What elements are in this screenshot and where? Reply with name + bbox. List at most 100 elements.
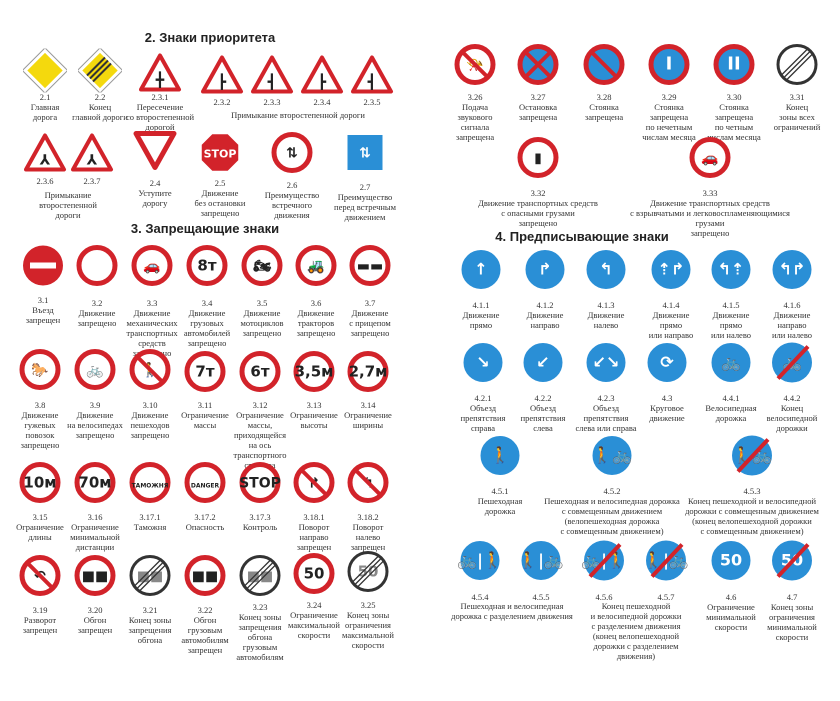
svg-text:┣: ┣ [318, 73, 327, 91]
sign-caption-3-14: 3.14 Ограничение ширины [323, 400, 413, 430]
sign-name: Движение гужевых повозок запрещено [20, 410, 60, 450]
road-sign-3-19-icon: ↶ [18, 554, 62, 603]
sign-caption-4-4-1: 4.4.1 Велосипедная дорожка [686, 393, 776, 423]
road-sign-3-27-icon [516, 43, 560, 92]
road-sign-2-3-5-icon: ┫ [350, 54, 394, 103]
sign-caption-3-23: 3.23 Конец зоны запрещения обгона грузовы… [215, 602, 305, 662]
svg-text:STOP: STOP [204, 148, 237, 161]
road-sign-4-7-icon: 50 [770, 539, 814, 588]
sign-code: 2.7 [359, 182, 371, 192]
road-sign-2-5-icon: STOP [198, 131, 242, 180]
road-sign-4-5-2-icon: 🚶🚲 [590, 434, 634, 483]
sign-code: 2.3.5 [363, 97, 381, 107]
sign-code: 3.32 [530, 188, 546, 198]
sign-name: Конец зоны ограничения минимальной скоро… [767, 602, 817, 642]
sign-caption-3-17-3: 3.17.3 Контроль [215, 512, 305, 532]
sign-caption-4-1-6: 4.1.6 Движение направо или налево [747, 300, 837, 340]
sign-name: Движение мотоциклов запрещено [240, 308, 284, 338]
road-sign-3-29-icon: I [647, 43, 691, 92]
sign-caption-4-1-5: 4.1.5 Движение прямо или налево [686, 300, 776, 340]
sign-code: 3.16 [87, 512, 103, 522]
sign-code: 3.12 [252, 400, 268, 410]
svg-text:■■: ■■ [137, 569, 163, 585]
sign-caption-4-3: 4.3 Круговое движение [622, 393, 712, 423]
svg-text:╋: ╋ [155, 71, 165, 89]
sign-caption-4-4-2: 4.4.2 Конец велосипедной дорожки [747, 393, 837, 433]
svg-text:🚶🚲: 🚶🚲 [592, 446, 632, 465]
svg-text:7т: 7т [195, 363, 214, 381]
sign-name: Конец зоны запрещения обгона грузовым ав… [236, 612, 284, 662]
svg-text:↰⇡: ↰⇡ [718, 260, 745, 279]
sign-caption-4-1-3: 4.1.3 Движение налево [561, 300, 651, 330]
svg-text:⅄: ⅄ [87, 153, 98, 169]
road-sign-4-1-4-icon: ⇡↱ [649, 248, 693, 297]
road-sign-3-23-icon: ■■ [238, 554, 282, 603]
shared-caption-separated-path-end: Конец пешеходной и велосипедной дорожки … [590, 601, 682, 661]
road-sign-4-5-3-icon: 🚶🚲 [730, 434, 774, 483]
sign-caption-3-32: 3.32 Движение транспортных средств с опас… [443, 188, 633, 228]
road-sign-2-3-1-icon: ╋ [138, 52, 182, 101]
svg-text:▬▬: ▬▬ [357, 259, 383, 275]
svg-text:DANGER: DANGER [191, 483, 220, 490]
road-sign-4-2-3-icon: ↙↘ [584, 341, 628, 390]
svg-text:⇅: ⇅ [286, 146, 298, 162]
sign-code: 3.33 [702, 188, 718, 198]
sign-name: Ограничение минимальной скорости [706, 602, 756, 632]
road-sign-4-1-2-icon: ↱ [523, 248, 567, 297]
sign-caption-4-5-1: 4.5.1 Пешеходная дорожка [455, 486, 545, 516]
road-sign-2-4-icon [133, 128, 177, 177]
road-sign-3-10-icon: 🚶 [128, 348, 172, 397]
road-sign-3-12-icon: 6т [238, 350, 282, 399]
sign-name: Разворот запрещен [22, 615, 58, 635]
svg-text:🐎: 🐎 [31, 362, 49, 379]
sign-caption-3-11: 3.11 Ограничение массы [160, 400, 250, 430]
road-sign-3-5-icon: 🏍 [240, 244, 284, 293]
svg-text:↑: ↑ [474, 260, 487, 279]
sign-name: Ограничение минимальной дистанции [70, 522, 120, 552]
sign-name: Объезд препятствия справа [460, 403, 506, 433]
road-sign-3-30-icon: II [712, 43, 756, 92]
sign-code: 4.5.6 [595, 592, 613, 602]
sign-name: Конец зоны запрещения обгона [128, 615, 172, 645]
sign-caption-3-21: 3.21 Конец зоны запрещения обгона [105, 605, 195, 645]
sign-caption-3-33: 3.33 Движение транспортных средств с взры… [615, 188, 805, 238]
road-sign-3-26-icon: 📯 [453, 43, 497, 92]
sign-caption-3-13: 3.13 Ограничение высоты [269, 400, 359, 430]
sign-caption-3-9: 3.9 Движение на велосипедах запрещено [50, 400, 140, 440]
sign-name: Движение налево [587, 310, 625, 330]
svg-text:■■: ■■ [247, 569, 273, 585]
svg-text:I: I [666, 54, 673, 75]
sign-caption-3-5: 3.5 Движение мотоциклов запрещено [217, 298, 307, 338]
sign-code: 3.11 [197, 400, 213, 410]
sign-code: 3.22 [197, 605, 213, 615]
sign-caption-2-3-5: 2.3.5 [327, 97, 417, 107]
sign-caption-4-1-1: 4.1.1 Движение прямо [436, 300, 526, 330]
road-sign-2-3-6-icon: ⅄ [23, 132, 67, 181]
svg-text:↰↱: ↰↱ [779, 260, 806, 279]
sign-code: 4.5.2 [603, 486, 621, 496]
sign-code: 3.13 [306, 400, 322, 410]
sign-code: 4.3 [661, 393, 673, 403]
sign-caption-3-26: 3.26 Подача звукового сигнала запрещена [430, 92, 520, 142]
sign-caption-3-30: 3.30 Стоянка запрещена по четным числам м… [689, 92, 779, 142]
sign-code: 3.7 [364, 298, 376, 308]
sign-name: Конец зоны всех ограничений [773, 102, 821, 132]
svg-text:↰: ↰ [599, 260, 612, 279]
sign-code: 2.3.2 [213, 97, 231, 107]
sign-name: Поворот налево запрещен [350, 522, 386, 552]
svg-text:┣: ┣ [218, 73, 227, 91]
sign-code: 3.3 [146, 298, 158, 308]
sign-code: 4.6 [725, 592, 737, 602]
road-sign-3-4-icon: 8т [185, 244, 229, 293]
sign-caption-2-5: 2.5 Движение без остановки запрещено [175, 178, 265, 218]
svg-text:▮: ▮ [534, 151, 542, 167]
sign-name: Движение запрещено [77, 308, 117, 328]
sign-caption-3-18-1: 3.18.1 Поворот направо запрещен [269, 512, 359, 552]
sign-code: 3.18.1 [303, 512, 325, 522]
sign-caption-2-3-4: 2.3.4 [277, 97, 367, 107]
sign-caption-2-6: 2.6 Преимущество встречного движения [247, 180, 337, 220]
sign-code: 3.26 [467, 92, 483, 102]
sign-code: 3.15 [32, 512, 48, 522]
sign-name: Движение прямо или налево [710, 310, 752, 340]
sign-code: 3.27 [530, 92, 546, 102]
